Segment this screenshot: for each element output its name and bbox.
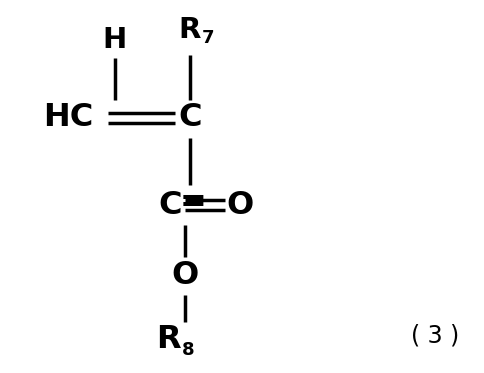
Text: O: O <box>171 260 198 291</box>
Text: C: C <box>178 103 201 134</box>
Text: O: O <box>226 189 253 220</box>
Text: 8: 8 <box>182 341 194 359</box>
Text: H: H <box>103 26 127 54</box>
Text: 7: 7 <box>201 29 214 47</box>
Text: R: R <box>179 16 201 44</box>
Text: ( 3 ): ( 3 ) <box>410 323 458 347</box>
Text: HC: HC <box>43 103 93 134</box>
Text: =: = <box>179 188 206 219</box>
Text: R: R <box>155 325 180 355</box>
Text: C: C <box>158 189 182 220</box>
